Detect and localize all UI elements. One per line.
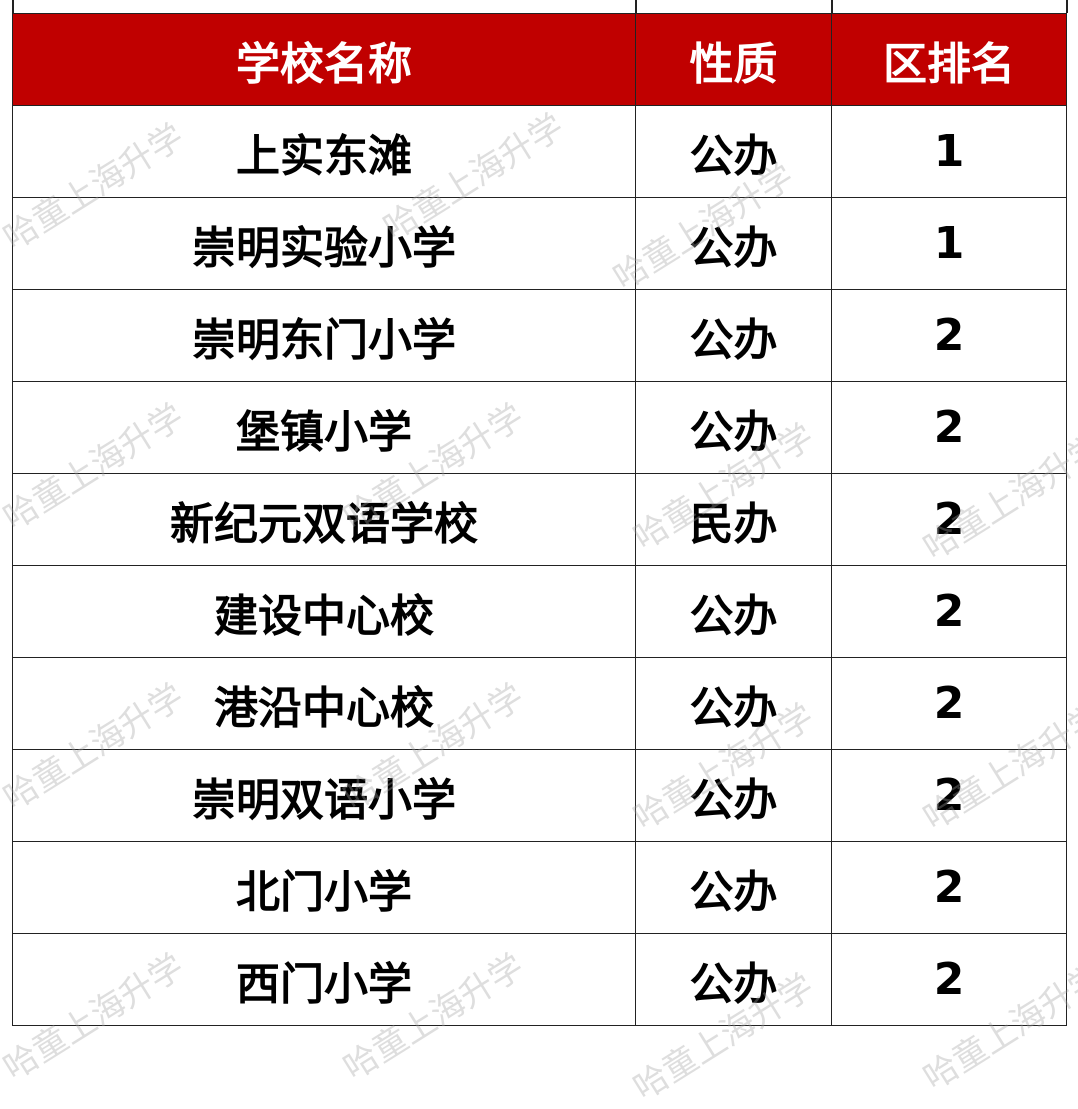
table-row: 西门小学 公办 2 — [12, 933, 1067, 1026]
table-row: 新纪元双语学校 民办 2 — [12, 473, 1067, 566]
school-name-cell: 建设中心校 — [12, 565, 636, 658]
rank-cell: 1 — [831, 105, 1067, 198]
school-name-cell: 西门小学 — [12, 933, 636, 1026]
table-row: 港沿中心校 公办 2 — [12, 657, 1067, 750]
table-row: 崇明东门小学 公办 2 — [12, 289, 1067, 382]
school-name-cell: 新纪元双语学校 — [12, 473, 636, 566]
rank-cell: 2 — [831, 565, 1067, 658]
rank-cell: 1 — [831, 197, 1067, 290]
school-ranking-table: 学校名称 性质 区排名 上实东滩 公办 1 崇明实验小学 公办 1 崇明东门小学 公办 2 堡镇小… — [12, 13, 1067, 1026]
rank-cell: 2 — [831, 289, 1067, 382]
school-name-cell: 港沿中心校 — [12, 657, 636, 750]
border-line — [1066, 0, 1068, 13]
type-cell: 公办 — [635, 105, 832, 198]
border-line — [635, 0, 637, 13]
rank-cell: 2 — [831, 933, 1067, 1026]
header-district-rank: 区排名 — [831, 13, 1067, 106]
school-name-cell: 上实东滩 — [12, 105, 636, 198]
rank-cell: 2 — [831, 657, 1067, 750]
table-row: 上实东滩 公办 1 — [12, 105, 1067, 198]
school-name-cell: 崇明双语小学 — [12, 749, 636, 842]
rank-cell: 2 — [831, 473, 1067, 566]
type-cell: 公办 — [635, 381, 832, 474]
table-row: 堡镇小学 公办 2 — [12, 381, 1067, 474]
table-row: 崇明实验小学 公办 1 — [12, 197, 1067, 290]
type-cell: 公办 — [635, 933, 832, 1026]
type-cell: 公办 — [635, 565, 832, 658]
rank-cell: 2 — [831, 841, 1067, 934]
table-row: 崇明双语小学 公办 2 — [12, 749, 1067, 842]
school-name-cell: 崇明实验小学 — [12, 197, 636, 290]
type-cell: 公办 — [635, 841, 832, 934]
table-row: 建设中心校 公办 2 — [12, 565, 1067, 658]
rank-cell: 2 — [831, 749, 1067, 842]
border-line — [12, 0, 14, 13]
type-cell: 公办 — [635, 657, 832, 750]
school-name-cell: 堡镇小学 — [12, 381, 636, 474]
type-cell: 公办 — [635, 749, 832, 842]
header-row: 学校名称 性质 区排名 — [12, 13, 1067, 106]
header-type: 性质 — [635, 13, 832, 106]
rank-cell: 2 — [831, 381, 1067, 474]
type-cell: 公办 — [635, 289, 832, 382]
border-line — [831, 0, 833, 13]
school-name-cell: 崇明东门小学 — [12, 289, 636, 382]
type-cell: 民办 — [635, 473, 832, 566]
table-row: 北门小学 公办 2 — [12, 841, 1067, 934]
type-cell: 公办 — [635, 197, 832, 290]
header-school-name: 学校名称 — [12, 13, 636, 106]
school-name-cell: 北门小学 — [12, 841, 636, 934]
